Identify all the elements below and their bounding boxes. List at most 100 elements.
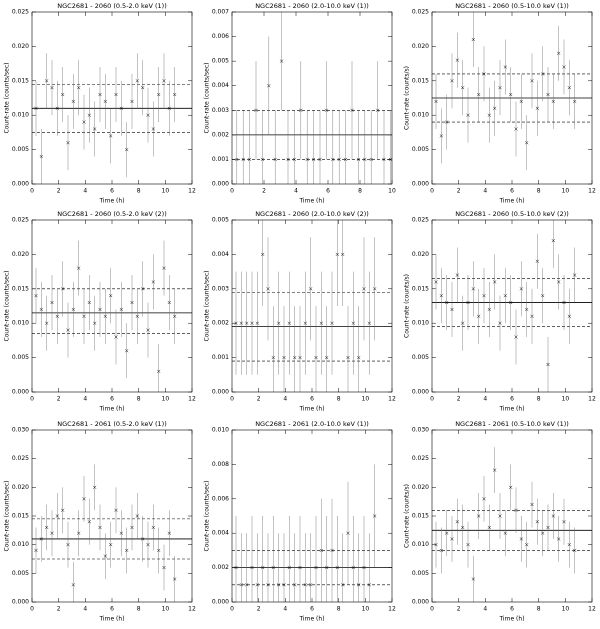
point xyxy=(514,335,518,339)
point xyxy=(66,542,70,547)
point xyxy=(44,79,49,83)
point xyxy=(239,321,244,325)
point xyxy=(130,300,134,305)
point xyxy=(140,86,145,90)
y-tick-label: 0.015 xyxy=(12,513,29,520)
point xyxy=(324,108,329,112)
x-axis-label: Time (h) xyxy=(498,616,524,623)
x-axis-label: Time (h) xyxy=(498,406,524,413)
point xyxy=(146,542,150,547)
point xyxy=(273,157,277,162)
x-tick-label: 8 xyxy=(137,188,141,195)
point xyxy=(498,86,502,90)
plot-area xyxy=(432,220,592,392)
y-tick-label: 0.005 xyxy=(412,146,429,153)
point xyxy=(282,583,286,587)
y-tick-label: 0.020 xyxy=(12,484,29,491)
point xyxy=(71,307,76,312)
x-tick-label: 6 xyxy=(510,606,514,613)
point xyxy=(466,542,470,547)
point xyxy=(331,157,335,162)
point xyxy=(572,273,577,277)
point xyxy=(340,252,345,257)
point xyxy=(439,134,444,138)
point xyxy=(519,537,524,541)
y-tick-label: 0.010 xyxy=(412,112,429,119)
point xyxy=(114,508,118,512)
point xyxy=(434,99,438,104)
point xyxy=(330,548,334,553)
point xyxy=(498,514,502,518)
y-tick-label: 0.025 xyxy=(12,217,29,224)
point xyxy=(82,314,86,318)
point xyxy=(551,514,556,518)
point xyxy=(460,525,465,530)
point xyxy=(546,525,550,530)
point xyxy=(535,106,540,110)
y-tick-label: 0.010 xyxy=(212,427,229,434)
point xyxy=(167,531,172,535)
point xyxy=(76,531,81,535)
point xyxy=(362,287,366,291)
point xyxy=(98,525,102,530)
point xyxy=(324,355,329,360)
x-tick-label: 6 xyxy=(510,188,514,195)
x-tick-label: 8 xyxy=(337,396,341,403)
point xyxy=(455,58,460,62)
point xyxy=(130,99,134,104)
point xyxy=(162,565,166,570)
plot-frame xyxy=(431,11,593,185)
point xyxy=(343,157,348,162)
y-tick-label: 0.020 xyxy=(412,484,429,491)
x-tick-label: 12 xyxy=(188,188,196,195)
point xyxy=(151,525,156,530)
panel: NGC2681 - 2060 (0.5-2.0 keV (2)) Time (h)… xyxy=(4,210,196,413)
point xyxy=(556,537,561,541)
x-tick-label: 2 xyxy=(257,396,261,403)
point xyxy=(388,157,392,162)
point xyxy=(260,157,265,162)
point xyxy=(50,531,54,535)
x-tick-label: 12 xyxy=(188,396,196,403)
y-axis-label: Count-rate (counts/sec) xyxy=(204,481,211,552)
y-tick-label: 0.000 xyxy=(12,181,29,188)
x-axis-label: Time (h) xyxy=(98,198,124,205)
point xyxy=(298,565,302,570)
x-tick-label: 10 xyxy=(162,396,170,403)
y-tick-label: 0.000 xyxy=(12,599,29,606)
x-tick-label: 10 xyxy=(362,606,370,613)
point xyxy=(450,307,454,312)
y-tick-label: 0.001 xyxy=(212,156,229,163)
point xyxy=(271,565,276,570)
point xyxy=(239,583,244,587)
plot-frame xyxy=(31,429,193,603)
point xyxy=(162,79,166,83)
x-tick-label: 4 xyxy=(83,188,87,195)
y-tick-label: 0.001 xyxy=(212,354,229,361)
point xyxy=(108,542,113,547)
point xyxy=(356,355,361,360)
plot-area xyxy=(432,447,592,602)
point xyxy=(524,141,529,145)
x-tick-label: 4 xyxy=(483,606,487,613)
x-tick-label: 6 xyxy=(326,188,330,195)
y-tick-label: 0.005 xyxy=(212,217,229,224)
point xyxy=(508,300,513,305)
plot-frame xyxy=(431,219,593,393)
y-tick-label: 0.005 xyxy=(12,570,29,577)
point xyxy=(266,287,270,291)
y-tick-label: 0.003 xyxy=(212,285,229,292)
point xyxy=(350,108,354,112)
y-tick-label: 0.005 xyxy=(412,570,429,577)
point xyxy=(87,520,92,524)
point xyxy=(476,514,481,518)
y-axis-label: Count-rate (counts/sec) xyxy=(4,481,11,552)
y-tick-label: 0.004 xyxy=(212,82,229,89)
x-tick-label: 12 xyxy=(588,188,596,195)
x-tick-label: 6 xyxy=(310,606,314,613)
point xyxy=(50,86,54,90)
y-tick-label: 0.025 xyxy=(12,455,29,462)
x-tick-label: 10 xyxy=(162,188,170,195)
y-tick-label: 0.010 xyxy=(12,320,29,327)
x-tick-label: 8 xyxy=(337,606,341,613)
